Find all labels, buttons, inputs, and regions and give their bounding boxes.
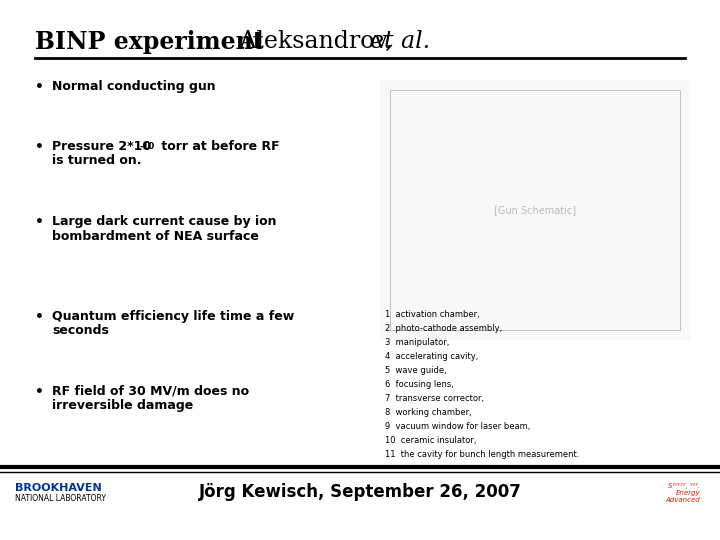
Text: is turned on.: is turned on. — [52, 154, 142, 167]
Text: [Gun Schematic]: [Gun Schematic] — [494, 205, 576, 215]
Text: 9  vacuum window for laser beam,: 9 vacuum window for laser beam, — [385, 422, 531, 431]
Text: RF field of 30 MV/m does no: RF field of 30 MV/m does no — [52, 385, 249, 398]
Text: 7  transverse corrector,: 7 transverse corrector, — [385, 394, 484, 403]
Text: 5  wave guide,: 5 wave guide, — [385, 366, 446, 375]
Text: 6  focusing lens,: 6 focusing lens, — [385, 380, 454, 389]
Text: Sʸʸʸʸʸ, ʸʸʸ.
Energy
Advanced: Sʸʸʸʸʸ, ʸʸʸ. Energy Advanced — [665, 483, 700, 503]
Text: BROOKHAVEN: BROOKHAVEN — [15, 483, 102, 493]
Text: et al.: et al. — [370, 30, 430, 53]
Text: Quantum efficiency life time a few: Quantum efficiency life time a few — [52, 310, 294, 323]
Text: Jörg Kewisch, September 26, 2007: Jörg Kewisch, September 26, 2007 — [199, 483, 521, 501]
Text: -10: -10 — [140, 142, 156, 151]
Text: torr at before RF: torr at before RF — [157, 140, 279, 153]
Text: Pressure 2*10: Pressure 2*10 — [52, 140, 151, 153]
Text: BINP experiment: BINP experiment — [35, 30, 264, 54]
Text: Large dark current cause by ion: Large dark current cause by ion — [52, 215, 276, 228]
Text: •: • — [35, 310, 44, 324]
Text: •: • — [35, 385, 44, 399]
Text: •: • — [35, 140, 44, 154]
Text: 10  ceramic insulator,: 10 ceramic insulator, — [385, 436, 477, 445]
Text: 4  accelerating cavity,: 4 accelerating cavity, — [385, 352, 478, 361]
Text: 2  photo-cathode assembly,: 2 photo-cathode assembly, — [385, 324, 503, 333]
Text: Normal conducting gun: Normal conducting gun — [52, 80, 215, 93]
Text: irreversible damage: irreversible damage — [52, 400, 193, 413]
Text: Aleksandrov,: Aleksandrov, — [232, 30, 400, 53]
Text: •: • — [35, 215, 44, 229]
Text: bombardment of NEA surface: bombardment of NEA surface — [52, 230, 259, 242]
Text: NATIONAL LABORATORY: NATIONAL LABORATORY — [15, 494, 106, 503]
Text: 8  working chamber,: 8 working chamber, — [385, 408, 472, 417]
Bar — [380, 80, 690, 340]
Text: seconds: seconds — [52, 325, 109, 338]
Text: 1  activation chamber,: 1 activation chamber, — [385, 310, 480, 319]
Text: 11  the cavity for bunch length measurement.: 11 the cavity for bunch length measureme… — [385, 450, 580, 459]
Text: 3  manipulator,: 3 manipulator, — [385, 338, 449, 347]
Text: •: • — [35, 80, 44, 94]
